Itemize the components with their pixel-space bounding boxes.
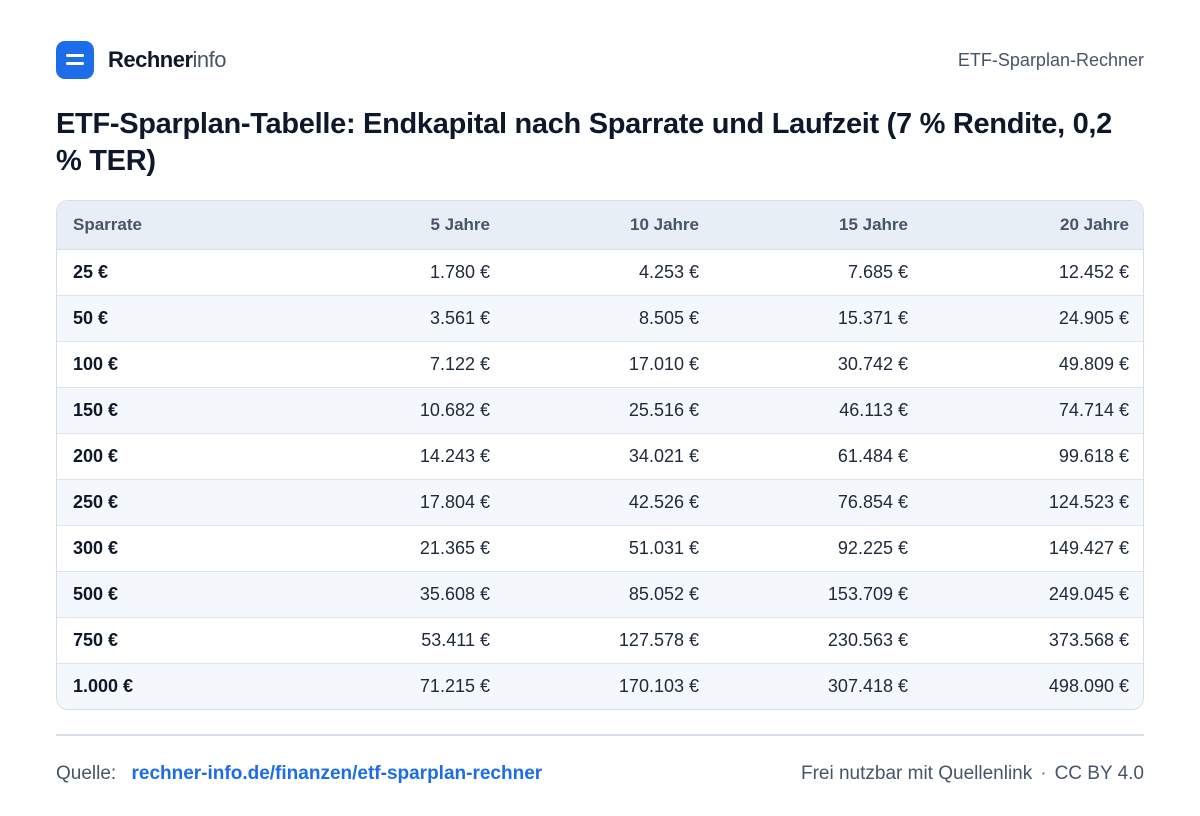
page-title: ETF-Sparplan-Tabelle: Endkapital nach Sp… bbox=[56, 108, 1113, 177]
endkapital-cell: 127.578 € bbox=[506, 617, 715, 664]
sparrate-cell: 25 € bbox=[57, 249, 297, 296]
table-row: 250 €17.804 €42.526 €76.854 €124.523 € bbox=[57, 479, 1143, 526]
table-header-row: Sparrate 5 Jahre 10 Jahre 15 Jahre 20 Ja… bbox=[57, 201, 1143, 250]
sparrate-cell: 1.000 € bbox=[57, 663, 297, 709]
sparrate-cell: 150 € bbox=[57, 387, 297, 434]
results-table: Sparrate 5 Jahre 10 Jahre 15 Jahre 20 Ja… bbox=[56, 200, 1144, 710]
endkapital-cell: 249.045 € bbox=[924, 571, 1143, 618]
endkapital-cell: 124.523 € bbox=[924, 479, 1143, 526]
table-row: 1.000 €71.215 €170.103 €307.418 €498.090… bbox=[57, 663, 1143, 709]
sparrate-cell: 300 € bbox=[57, 525, 297, 572]
endkapital-cell: 53.411 € bbox=[297, 617, 506, 664]
table-row: 750 €53.411 €127.578 €230.563 €373.568 € bbox=[57, 617, 1143, 664]
endkapital-cell: 99.618 € bbox=[924, 433, 1143, 480]
endkapital-cell: 230.563 € bbox=[715, 617, 924, 664]
sparrate-cell: 100 € bbox=[57, 341, 297, 388]
license-separator: · bbox=[1040, 763, 1047, 784]
endkapital-cell: 25.516 € bbox=[506, 387, 715, 434]
endkapital-cell: 35.608 € bbox=[297, 571, 506, 618]
endkapital-cell: 7.122 € bbox=[297, 341, 506, 388]
endkapital-cell: 153.709 € bbox=[715, 571, 924, 618]
column-header-sparrate: Sparrate bbox=[57, 201, 297, 250]
column-header-20-jahre: 20 Jahre bbox=[924, 201, 1143, 250]
endkapital-cell: 4.253 € bbox=[506, 249, 715, 296]
endkapital-cell: 170.103 € bbox=[506, 663, 715, 709]
endkapital-cell: 1.780 € bbox=[297, 249, 506, 296]
endkapital-cell: 3.561 € bbox=[297, 295, 506, 342]
equals-icon bbox=[56, 41, 94, 79]
endkapital-cell: 24.905 € bbox=[924, 295, 1143, 342]
endkapital-cell: 92.225 € bbox=[715, 525, 924, 572]
column-header-5-jahre: 5 Jahre bbox=[297, 201, 506, 250]
license-name: CC BY 4.0 bbox=[1054, 763, 1144, 784]
endkapital-cell: 17.010 € bbox=[506, 341, 715, 388]
endkapital-cell: 12.452 € bbox=[924, 249, 1143, 296]
endkapital-cell: 76.854 € bbox=[715, 479, 924, 526]
endkapital-cell: 7.685 € bbox=[715, 249, 924, 296]
endkapital-cell: 49.809 € bbox=[924, 341, 1143, 388]
sparrate-cell: 50 € bbox=[57, 295, 297, 342]
source-label: Quelle: bbox=[56, 763, 117, 784]
endkapital-cell: 498.090 € bbox=[924, 663, 1143, 709]
table-row: 300 €21.365 €51.031 €92.225 €149.427 € bbox=[57, 525, 1143, 572]
license-text: Frei nutzbar mit Quellenlink bbox=[800, 763, 1033, 784]
column-header-15-jahre: 15 Jahre bbox=[715, 201, 924, 250]
endkapital-cell: 21.365 € bbox=[297, 525, 506, 572]
endkapital-cell: 51.031 € bbox=[506, 525, 715, 572]
table-row: 200 €14.243 €34.021 €61.484 €99.618 € bbox=[57, 433, 1143, 480]
table-body: 25 €1.780 €4.253 €7.685 €12.452 €50 €3.5… bbox=[57, 249, 1143, 709]
brand-name: Rechnerinfo bbox=[108, 47, 227, 73]
brand-name-light: info bbox=[192, 47, 227, 72]
endkapital-cell: 85.052 € bbox=[506, 571, 715, 618]
page-category: ETF-Sparplan-Rechner bbox=[957, 49, 1144, 70]
footer: Quelle: rechner-info.de/finanzen/etf-spa… bbox=[56, 760, 1144, 788]
source-link[interactable]: rechner-info.de/finanzen/etf-sparplan-re… bbox=[131, 763, 543, 784]
sparrate-cell: 500 € bbox=[57, 571, 297, 618]
endkapital-cell: 42.526 € bbox=[506, 479, 715, 526]
endkapital-cell: 46.113 € bbox=[715, 387, 924, 434]
table-row: 50 €3.561 €8.505 €15.371 €24.905 € bbox=[57, 295, 1143, 342]
endkapital-cell: 61.484 € bbox=[715, 433, 924, 480]
endkapital-cell: 373.568 € bbox=[924, 617, 1143, 664]
brand[interactable]: Rechnerinfo bbox=[56, 41, 227, 79]
endkapital-cell: 17.804 € bbox=[297, 479, 506, 526]
divider bbox=[56, 734, 1144, 736]
endkapital-cell: 307.418 € bbox=[715, 663, 924, 709]
table-row: 25 €1.780 €4.253 €7.685 €12.452 € bbox=[57, 249, 1143, 296]
endkapital-cell: 10.682 € bbox=[297, 387, 506, 434]
endkapital-cell: 149.427 € bbox=[924, 525, 1143, 572]
header: Rechnerinfo ETF-Sparplan-Rechner bbox=[56, 41, 1144, 79]
sparrate-cell: 200 € bbox=[57, 433, 297, 480]
endkapital-cell: 71.215 € bbox=[297, 663, 506, 709]
table-row: 100 €7.122 €17.010 €30.742 €49.809 € bbox=[57, 341, 1143, 388]
endkapital-cell: 14.243 € bbox=[297, 433, 506, 480]
license: Frei nutzbar mit Quellenlink · CC BY 4.0 bbox=[801, 763, 1144, 785]
endkapital-cell: 8.505 € bbox=[506, 295, 715, 342]
endkapital-cell: 15.371 € bbox=[715, 295, 924, 342]
table-row: 150 €10.682 €25.516 €46.113 €74.714 € bbox=[57, 387, 1143, 434]
endkapital-cell: 30.742 € bbox=[715, 341, 924, 388]
sparrate-cell: 250 € bbox=[57, 479, 297, 526]
sparrate-cell: 750 € bbox=[57, 617, 297, 664]
table-row: 500 €35.608 €85.052 €153.709 €249.045 € bbox=[57, 571, 1143, 618]
brand-name-strong: Rechner bbox=[108, 47, 193, 72]
column-header-10-jahre: 10 Jahre bbox=[506, 201, 715, 250]
source: Quelle: rechner-info.de/finanzen/etf-spa… bbox=[56, 763, 542, 785]
endkapital-cell: 74.714 € bbox=[924, 387, 1143, 434]
endkapital-cell: 34.021 € bbox=[506, 433, 715, 480]
